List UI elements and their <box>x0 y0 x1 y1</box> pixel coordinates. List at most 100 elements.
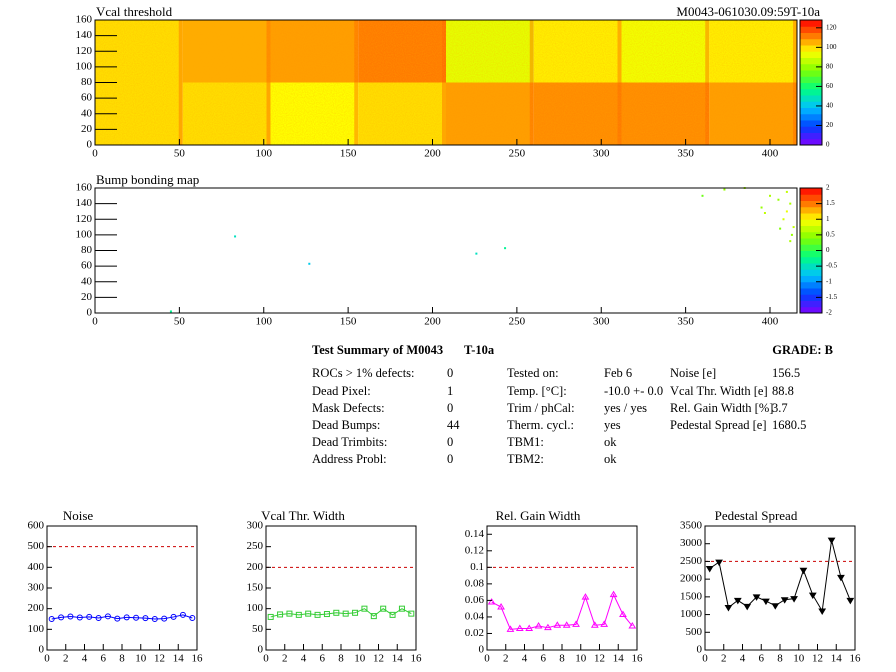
y-tick-label: 100 <box>28 623 45 635</box>
colorbar-label: 2 <box>826 184 830 192</box>
summary-label: Trim / phCal: <box>507 401 575 415</box>
x-tick-label: 14 <box>392 653 404 665</box>
colorbar-step <box>800 107 822 115</box>
colorbar-step <box>800 38 822 46</box>
marker <box>161 615 168 622</box>
summary-label: Tested on: <box>507 366 559 380</box>
x-tick-label: 0 <box>484 653 490 665</box>
x-tick-label: 300 <box>593 316 610 328</box>
y-tick-label: 300 <box>247 520 264 532</box>
series-line <box>270 608 412 618</box>
y-tick-label: 60 <box>81 92 93 104</box>
colorbar-label: 120 <box>826 23 837 31</box>
x-tick-label: 10 <box>575 653 587 665</box>
colorbar-step <box>800 206 822 214</box>
y-tick-label: 200 <box>247 561 264 573</box>
y-tick-label: 100 <box>247 602 264 614</box>
summary-value: ok <box>604 452 617 466</box>
x-tick-label: 400 <box>762 316 779 328</box>
marker <box>553 621 562 628</box>
colorbar-step <box>800 225 822 233</box>
colorbar-step <box>800 263 822 270</box>
colorbar-step <box>800 126 822 133</box>
marker <box>752 594 761 601</box>
x-tick-label: 2 <box>503 653 509 665</box>
summary-label: Noise [e] <box>670 366 716 380</box>
x-tick-label: 6 <box>759 653 765 665</box>
y-tick-label: 40 <box>81 107 93 119</box>
summary-label: Therm. cycl.: <box>507 418 574 432</box>
y-tick-label: 0 <box>39 644 45 656</box>
y-tick-label: 600 <box>28 520 45 532</box>
marker <box>86 613 93 620</box>
x-tick-label: 0 <box>263 653 269 665</box>
x-tick-label: 350 <box>677 316 694 328</box>
x-tick-label: 200 <box>424 316 441 328</box>
summary-value: 0 <box>447 452 453 466</box>
x-tick-label: 12 <box>812 653 823 665</box>
marker <box>380 605 387 612</box>
summary-value: 44 <box>447 418 460 432</box>
y-tick-label: 0 <box>87 139 93 151</box>
marker <box>743 603 752 611</box>
colorbar-label: 80 <box>826 62 834 70</box>
chart-title: Vcal threshold <box>96 4 173 19</box>
marker <box>544 623 552 631</box>
marker <box>179 611 186 618</box>
grade: GRADE: B <box>772 343 833 357</box>
x-tick-label: 300 <box>593 148 610 160</box>
colorbar-label: -2 <box>826 309 832 317</box>
colorbar-step <box>800 288 822 295</box>
marker <box>370 613 377 620</box>
colorbar-label: 0 <box>826 141 830 149</box>
summary-value: yes <box>604 418 621 432</box>
marker <box>771 603 780 610</box>
bump-point <box>475 252 478 255</box>
colorbar-step <box>800 281 822 289</box>
x-tick-label: 2 <box>282 653 288 665</box>
marker <box>142 615 149 622</box>
bump-point <box>789 202 792 205</box>
x-tick-label: 8 <box>559 653 565 665</box>
colorbar-label: 20 <box>826 121 834 129</box>
colorbar-step <box>800 51 822 58</box>
colorbar-step <box>800 57 822 65</box>
summary-label: TBM1: <box>507 435 544 449</box>
y-tick-label: 0.08 <box>465 577 485 589</box>
summary-tag: T-10a <box>464 343 495 357</box>
y-tick-label: 100 <box>76 60 93 72</box>
x-tick-label: 400 <box>762 148 779 160</box>
marker <box>487 598 496 605</box>
y-tick-label: 500 <box>28 540 45 552</box>
y-tick-label: 0.14 <box>465 528 485 540</box>
marker <box>780 597 789 604</box>
marker <box>267 613 274 620</box>
x-tick-label: 0 <box>702 653 708 665</box>
marker <box>733 597 742 605</box>
x-tick-label: 0 <box>92 316 98 328</box>
y-tick-label: 50 <box>252 623 264 635</box>
x-tick-label: 10 <box>354 653 366 665</box>
x-tick-label: 8 <box>119 653 125 665</box>
colorbar-label: 1 <box>826 215 830 223</box>
chart-title: Pedestal Spread <box>715 508 798 523</box>
x-tick-label: 6 <box>541 653 547 665</box>
x-tick-label: 8 <box>338 653 344 665</box>
y-tick-label: 100 <box>76 228 93 240</box>
summary-value: yes / yes <box>604 401 647 415</box>
colorbar-label: 0.5 <box>826 230 835 238</box>
plot-frame <box>265 525 417 651</box>
chart-title: Noise <box>63 508 94 523</box>
x-tick-label: 2 <box>63 653 69 665</box>
colorbar-step <box>800 101 822 108</box>
y-tick-label: 3000 <box>680 537 703 549</box>
x-tick-label: 8 <box>777 653 783 665</box>
x-tick-label: 250 <box>509 148 526 160</box>
colorbar-step <box>800 132 822 140</box>
y-tick-label: 80 <box>81 76 93 88</box>
colorbar-step <box>800 275 822 283</box>
marker <box>846 597 855 605</box>
marker <box>724 604 733 612</box>
x-tick-label: 2 <box>721 653 727 665</box>
